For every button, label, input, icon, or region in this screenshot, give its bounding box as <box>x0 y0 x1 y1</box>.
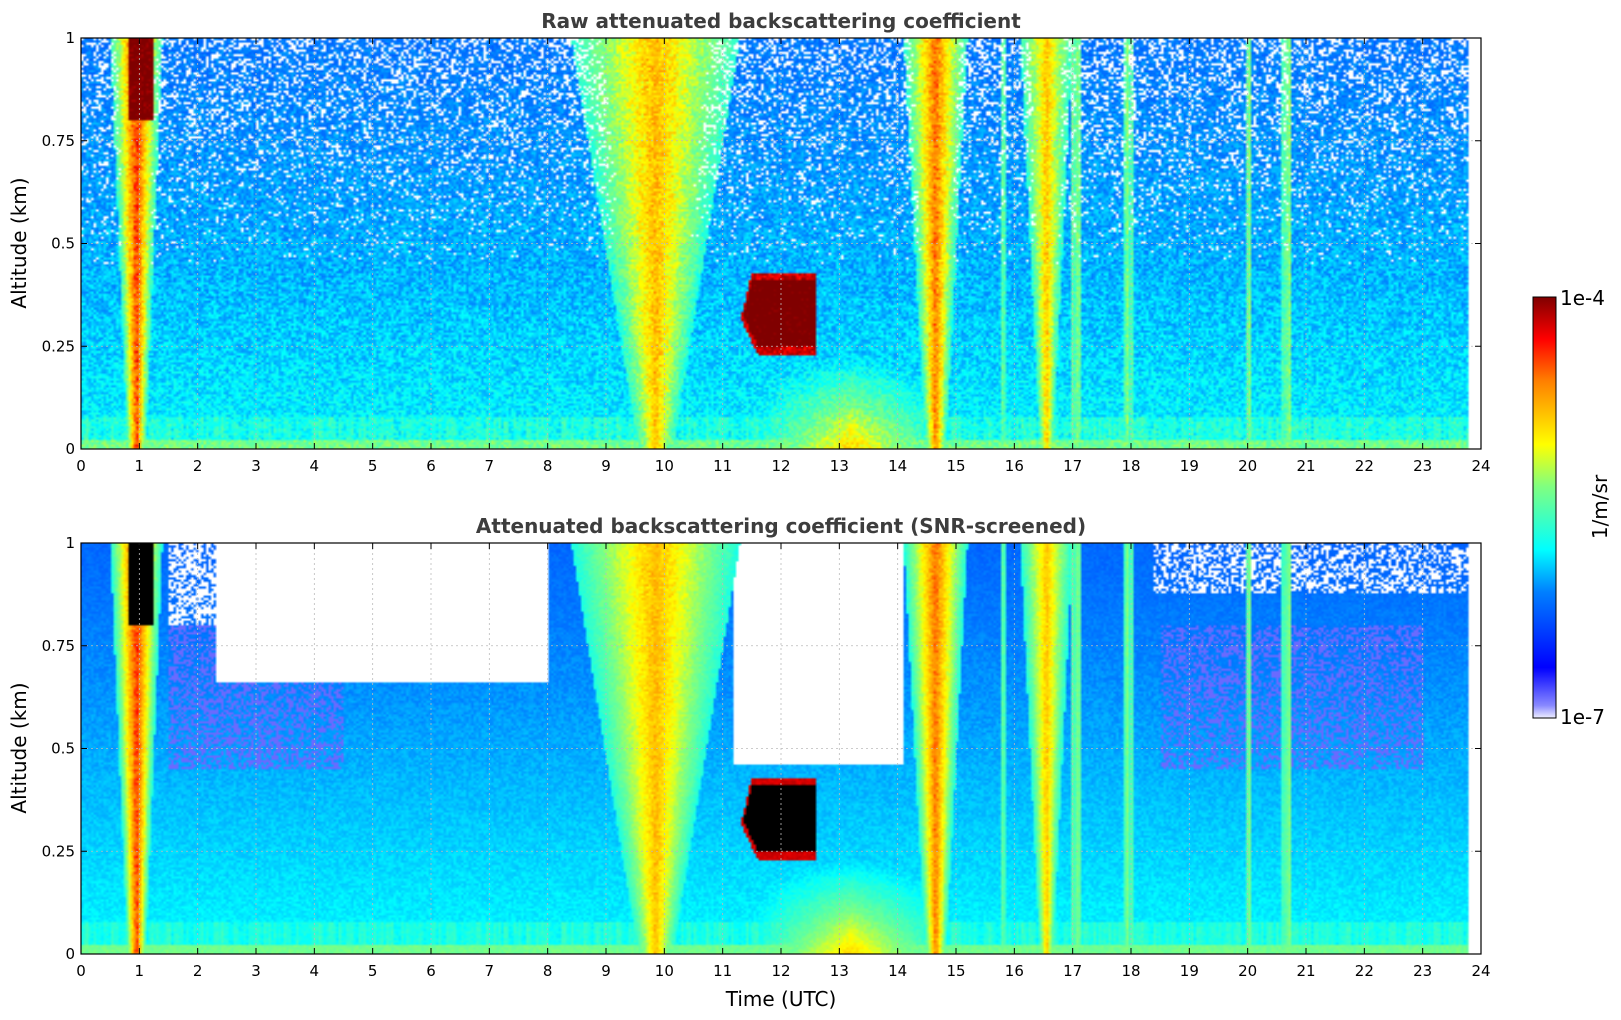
x-tick-label: 19 <box>1180 962 1199 980</box>
x-tick-label: 18 <box>1121 457 1140 475</box>
x-tick-label: 6 <box>426 457 436 475</box>
x-tick-label: 3 <box>251 457 261 475</box>
x-tick-label: 10 <box>655 962 674 980</box>
x-tick-label: 15 <box>946 457 965 475</box>
x-tick-label: 21 <box>1296 457 1315 475</box>
x-tick-label: 22 <box>1355 962 1374 980</box>
panel-screened-x-label: Time (UTC) <box>725 987 837 1011</box>
x-tick-label: 17 <box>1063 457 1082 475</box>
x-tick-label: 6 <box>426 962 436 980</box>
panel-screened-x-ticks: 0 1 2 3 4 5 6 7 8 9 10 11 12 13 14 15 16 17 18 19 20 21 22 23 24 <box>76 543 1491 980</box>
y-tick-label: 0.75 <box>42 132 75 150</box>
colorbar-max-label: 1e-4 <box>1560 286 1605 310</box>
y-tick-label: 0.25 <box>42 842 75 860</box>
panel-raw-y-ticks: 0 0.25 0.5 0.75 1 <box>42 29 1481 458</box>
x-tick-label: 14 <box>888 962 907 980</box>
panel-raw: Raw attenuated backscattering coefficien… <box>7 9 1491 475</box>
panel-screened-y-ticks: 0 0.25 0.5 0.75 1 <box>42 534 1481 963</box>
y-tick-label: 1 <box>65 29 75 47</box>
x-tick-label: 11 <box>713 457 732 475</box>
x-tick-label: 23 <box>1413 962 1432 980</box>
y-tick-label: 1 <box>65 534 75 552</box>
colorbar-gradient <box>1532 296 1557 719</box>
x-tick-label: 0 <box>76 962 86 980</box>
x-tick-label: 20 <box>1238 962 1257 980</box>
x-tick-label: 2 <box>193 962 203 980</box>
panel-raw-y-label: Altitude (km) <box>7 177 31 308</box>
x-tick-label: 20 <box>1238 457 1257 475</box>
x-tick-label: 15 <box>946 962 965 980</box>
x-tick-label: 19 <box>1180 457 1199 475</box>
x-tick-label: 8 <box>543 457 553 475</box>
x-tick-label: 5 <box>368 962 378 980</box>
x-tick-label: 14 <box>888 457 907 475</box>
x-tick-label: 17 <box>1063 962 1082 980</box>
y-tick-label: 0 <box>65 440 75 458</box>
x-tick-label: 9 <box>601 962 611 980</box>
x-tick-label: 3 <box>251 962 261 980</box>
x-tick-label: 4 <box>310 962 320 980</box>
x-tick-label: 10 <box>655 457 674 475</box>
x-tick-label: 21 <box>1296 962 1315 980</box>
x-tick-label: 22 <box>1355 457 1374 475</box>
x-tick-label: 7 <box>485 457 495 475</box>
x-tick-label: 12 <box>771 457 790 475</box>
panel-screened: Attenuated backscattering coefficient (S… <box>7 514 1491 1011</box>
y-tick-label: 0.25 <box>42 337 75 355</box>
panel-screened-grid <box>81 543 1481 954</box>
y-tick-label: 0 <box>65 945 75 963</box>
x-tick-label: 23 <box>1413 457 1432 475</box>
panel-raw-x-ticks: 0 1 2 3 4 5 6 7 8 9 10 11 12 13 14 15 16 17 18 19 20 21 22 23 24 <box>76 38 1491 475</box>
x-tick-label: 16 <box>1005 962 1024 980</box>
colorbar-min-label: 1e-7 <box>1560 705 1605 729</box>
x-tick-label: 1 <box>135 962 145 980</box>
x-tick-label: 11 <box>713 962 732 980</box>
panel-raw-title: Raw attenuated backscattering coefficien… <box>541 9 1021 33</box>
panel-raw-grid <box>81 38 1481 449</box>
y-tick-label: 0.75 <box>42 637 75 655</box>
colorbar: 1e-4 1e-7 1/m/sr <box>1532 286 1612 729</box>
x-tick-label: 4 <box>310 457 320 475</box>
x-tick-label: 12 <box>771 962 790 980</box>
x-tick-label: 5 <box>368 457 378 475</box>
x-tick-label: 1 <box>135 457 145 475</box>
x-tick-label: 0 <box>76 457 86 475</box>
colorbar-unit-label: 1/m/sr <box>1588 474 1612 539</box>
x-tick-label: 9 <box>601 457 611 475</box>
x-tick-label: 13 <box>830 962 849 980</box>
y-tick-label: 0.5 <box>51 740 75 758</box>
x-tick-label: 24 <box>1471 457 1490 475</box>
x-tick-label: 24 <box>1471 962 1490 980</box>
y-tick-label: 0.5 <box>51 235 75 253</box>
x-tick-label: 7 <box>485 962 495 980</box>
x-tick-label: 13 <box>830 457 849 475</box>
x-tick-label: 2 <box>193 457 203 475</box>
x-tick-label: 8 <box>543 962 553 980</box>
panel-screened-title: Attenuated backscattering coefficient (S… <box>476 514 1086 538</box>
x-tick-label: 18 <box>1121 962 1140 980</box>
x-tick-label: 16 <box>1005 457 1024 475</box>
panel-screened-y-label: Altitude (km) <box>7 682 31 813</box>
